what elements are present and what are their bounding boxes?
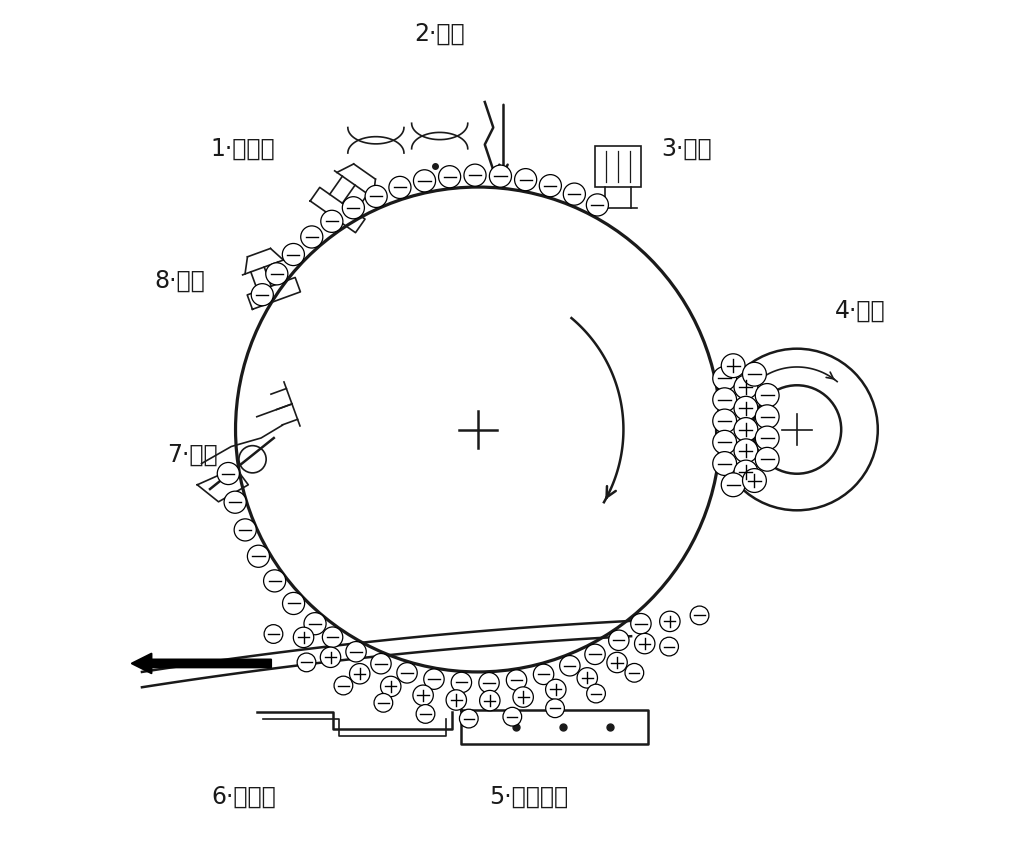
Circle shape <box>283 593 305 614</box>
Circle shape <box>635 633 655 654</box>
Circle shape <box>266 263 288 285</box>
Circle shape <box>371 654 391 674</box>
Circle shape <box>734 375 758 399</box>
Circle shape <box>734 396 758 420</box>
Text: 1·鼓充电: 1·鼓充电 <box>210 137 274 161</box>
Circle shape <box>479 691 500 710</box>
Circle shape <box>251 283 273 306</box>
Circle shape <box>563 183 586 205</box>
Circle shape <box>546 699 564 717</box>
Circle shape <box>321 210 343 233</box>
Text: 5·图象转印: 5·图象转印 <box>489 785 568 809</box>
Circle shape <box>659 637 679 656</box>
Circle shape <box>625 663 644 682</box>
Circle shape <box>460 710 478 728</box>
Circle shape <box>713 452 736 475</box>
Text: 8·消电: 8·消电 <box>155 269 206 293</box>
Circle shape <box>283 243 304 265</box>
Circle shape <box>297 653 315 672</box>
Circle shape <box>464 164 486 186</box>
Circle shape <box>263 570 286 592</box>
Circle shape <box>397 662 417 683</box>
Circle shape <box>381 676 401 697</box>
Text: 7·清洁: 7·清洁 <box>168 443 218 467</box>
Circle shape <box>713 430 736 454</box>
Circle shape <box>346 642 367 662</box>
Circle shape <box>452 673 472 692</box>
Circle shape <box>293 627 313 648</box>
Circle shape <box>513 687 534 707</box>
Circle shape <box>301 226 323 248</box>
Circle shape <box>438 166 461 188</box>
Circle shape <box>756 384 779 407</box>
Circle shape <box>540 174 561 197</box>
Circle shape <box>713 409 736 433</box>
Bar <box>595 146 641 187</box>
Text: 4·显影: 4·显影 <box>836 298 886 322</box>
Circle shape <box>234 519 256 541</box>
Circle shape <box>217 462 240 484</box>
Circle shape <box>224 491 246 514</box>
Circle shape <box>323 627 343 648</box>
Circle shape <box>578 667 597 688</box>
Circle shape <box>607 652 628 673</box>
Circle shape <box>734 439 758 463</box>
Circle shape <box>366 186 387 208</box>
Text: 2·曝光: 2·曝光 <box>415 22 465 46</box>
Circle shape <box>690 606 709 624</box>
Circle shape <box>304 612 326 635</box>
Circle shape <box>734 460 758 484</box>
Circle shape <box>659 611 680 631</box>
Circle shape <box>734 417 758 442</box>
Circle shape <box>631 613 651 634</box>
Text: 3·删边: 3·删边 <box>660 137 712 161</box>
Circle shape <box>756 448 779 472</box>
Circle shape <box>349 663 370 684</box>
Circle shape <box>413 685 433 705</box>
Circle shape <box>248 545 269 567</box>
Circle shape <box>721 473 745 497</box>
Circle shape <box>342 197 365 219</box>
Circle shape <box>721 354 745 378</box>
Circle shape <box>756 426 779 450</box>
Circle shape <box>489 165 512 187</box>
Circle shape <box>414 170 435 192</box>
Circle shape <box>374 693 393 712</box>
Circle shape <box>742 362 766 386</box>
Circle shape <box>321 647 341 667</box>
Circle shape <box>587 684 605 703</box>
Circle shape <box>334 676 352 695</box>
Circle shape <box>585 644 605 665</box>
Circle shape <box>546 679 566 700</box>
Text: 6·纸分离: 6·纸分离 <box>212 785 276 809</box>
Circle shape <box>713 387 736 411</box>
Circle shape <box>416 704 435 723</box>
Circle shape <box>446 690 467 710</box>
Circle shape <box>560 655 580 676</box>
Circle shape <box>587 194 608 216</box>
Circle shape <box>756 405 779 429</box>
Circle shape <box>608 630 629 650</box>
Circle shape <box>264 624 283 643</box>
Circle shape <box>534 664 554 685</box>
Circle shape <box>713 367 736 390</box>
Circle shape <box>503 707 521 726</box>
Circle shape <box>424 669 444 690</box>
Circle shape <box>742 469 766 492</box>
Circle shape <box>479 673 500 693</box>
Circle shape <box>389 176 411 198</box>
Circle shape <box>515 168 537 191</box>
Circle shape <box>506 670 526 691</box>
